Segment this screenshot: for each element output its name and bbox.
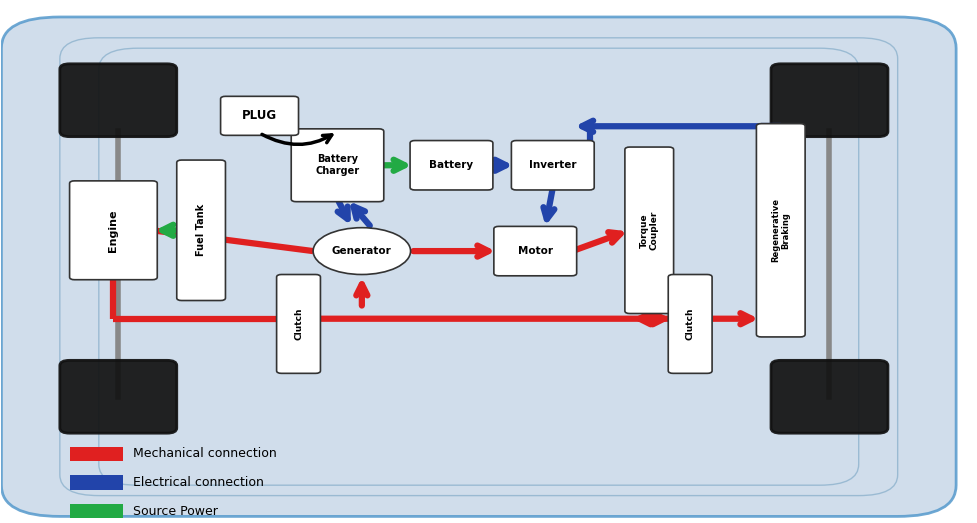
- Text: Source Power: Source Power: [133, 505, 218, 518]
- FancyBboxPatch shape: [69, 181, 157, 280]
- Text: Mechanical connection: Mechanical connection: [133, 448, 276, 460]
- FancyBboxPatch shape: [291, 129, 384, 202]
- Text: Engine: Engine: [108, 209, 118, 252]
- FancyBboxPatch shape: [69, 475, 123, 490]
- FancyBboxPatch shape: [668, 275, 712, 373]
- FancyBboxPatch shape: [493, 226, 576, 276]
- Text: Regenerative
Braking: Regenerative Braking: [771, 198, 790, 263]
- Text: Fuel Tank: Fuel Tank: [196, 204, 206, 256]
- FancyBboxPatch shape: [756, 123, 805, 337]
- FancyBboxPatch shape: [511, 141, 594, 190]
- Text: Battery
Charger: Battery Charger: [316, 154, 360, 176]
- FancyBboxPatch shape: [177, 160, 226, 301]
- Text: Battery: Battery: [430, 160, 474, 170]
- Ellipse shape: [314, 228, 410, 275]
- FancyBboxPatch shape: [625, 147, 673, 313]
- Text: Inverter: Inverter: [530, 160, 576, 170]
- FancyBboxPatch shape: [771, 64, 888, 137]
- FancyBboxPatch shape: [60, 360, 177, 433]
- FancyBboxPatch shape: [69, 447, 123, 461]
- Text: Electrical connection: Electrical connection: [133, 476, 264, 489]
- Text: Generator: Generator: [332, 246, 392, 256]
- FancyBboxPatch shape: [1, 17, 956, 516]
- Text: Torque
Coupler: Torque Coupler: [640, 211, 658, 250]
- FancyArrowPatch shape: [262, 134, 332, 144]
- FancyBboxPatch shape: [276, 275, 320, 373]
- FancyBboxPatch shape: [69, 504, 123, 518]
- Text: Motor: Motor: [518, 246, 553, 256]
- Text: PLUG: PLUG: [242, 109, 277, 122]
- FancyBboxPatch shape: [221, 96, 299, 135]
- FancyBboxPatch shape: [771, 360, 888, 433]
- FancyBboxPatch shape: [60, 64, 177, 137]
- Text: Clutch: Clutch: [294, 308, 303, 340]
- Text: Clutch: Clutch: [686, 308, 695, 340]
- FancyBboxPatch shape: [410, 141, 492, 190]
